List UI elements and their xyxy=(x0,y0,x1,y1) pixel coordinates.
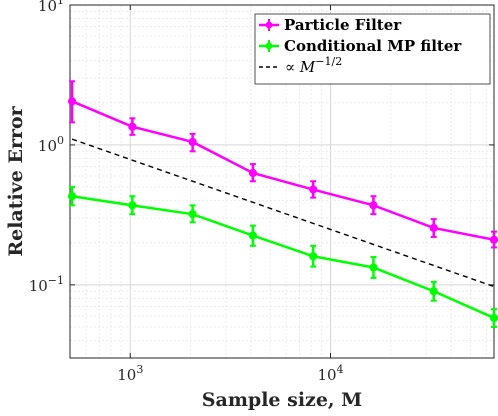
data-point xyxy=(248,231,257,240)
reference-line xyxy=(71,138,495,288)
y-tick-label: 10−1 xyxy=(29,274,64,295)
data-point xyxy=(128,201,137,210)
y-tick-label-base: 10 xyxy=(29,277,48,295)
y-tick-label-base: 10 xyxy=(38,137,57,155)
data-point xyxy=(429,223,438,233)
legend-label: Conditional MP filter xyxy=(284,37,462,55)
x-tick-label: 103 xyxy=(117,363,143,384)
legend-exponent: −1/2 xyxy=(315,55,342,68)
y-tick-label-exponent: −1 xyxy=(48,274,64,287)
legend-variable: M xyxy=(299,58,316,76)
legend-entry-reference: ∝ M−1/2 xyxy=(259,55,342,76)
y-tick-label-exponent: 1 xyxy=(57,0,64,7)
data-point xyxy=(188,210,197,219)
legend-swatch-marker xyxy=(265,42,273,50)
legend-box xyxy=(254,13,491,85)
data-point xyxy=(369,201,378,210)
series-line xyxy=(71,194,495,320)
y-tick-label: 100 xyxy=(38,134,64,155)
data-point xyxy=(248,168,257,178)
y-tick-label-base: 10 xyxy=(38,0,57,15)
data-point xyxy=(489,313,498,323)
x-axis-title: Sample size, M xyxy=(202,389,362,411)
series-layer xyxy=(67,80,498,328)
data-point xyxy=(369,263,378,272)
data-point xyxy=(128,122,137,131)
legend-label: Particle Filter xyxy=(284,16,402,34)
data-point xyxy=(188,137,197,147)
legend-entry-0: Particle Filter xyxy=(259,16,402,34)
series-0 xyxy=(67,80,498,249)
series-line xyxy=(71,100,495,241)
x-tick-label-exponent: 3 xyxy=(136,363,143,376)
data-point xyxy=(67,97,77,106)
reference-line-layer xyxy=(71,138,495,288)
data-point xyxy=(309,252,318,261)
legend-swatch-marker xyxy=(265,21,273,29)
x-tick-label-base: 10 xyxy=(317,366,336,384)
x-tick-label-exponent: 4 xyxy=(337,363,344,376)
legend-entry-1: Conditional MP filter xyxy=(259,37,462,55)
data-point xyxy=(67,192,77,201)
legend-reference-label: ∝ M−1/2 xyxy=(285,55,342,76)
series-1 xyxy=(67,186,498,328)
data-point xyxy=(309,185,318,194)
y-axis-title: Relative Error xyxy=(5,105,27,256)
y-tick-label-exponent: 0 xyxy=(57,134,64,147)
proportional-symbol: ∝ xyxy=(285,58,300,76)
data-point xyxy=(429,287,438,296)
y-tick-label: 101 xyxy=(38,0,64,15)
x-tick-label-base: 10 xyxy=(117,366,136,384)
data-point xyxy=(489,235,498,244)
plot-frame xyxy=(69,4,495,359)
x-tick-label: 104 xyxy=(317,363,343,384)
